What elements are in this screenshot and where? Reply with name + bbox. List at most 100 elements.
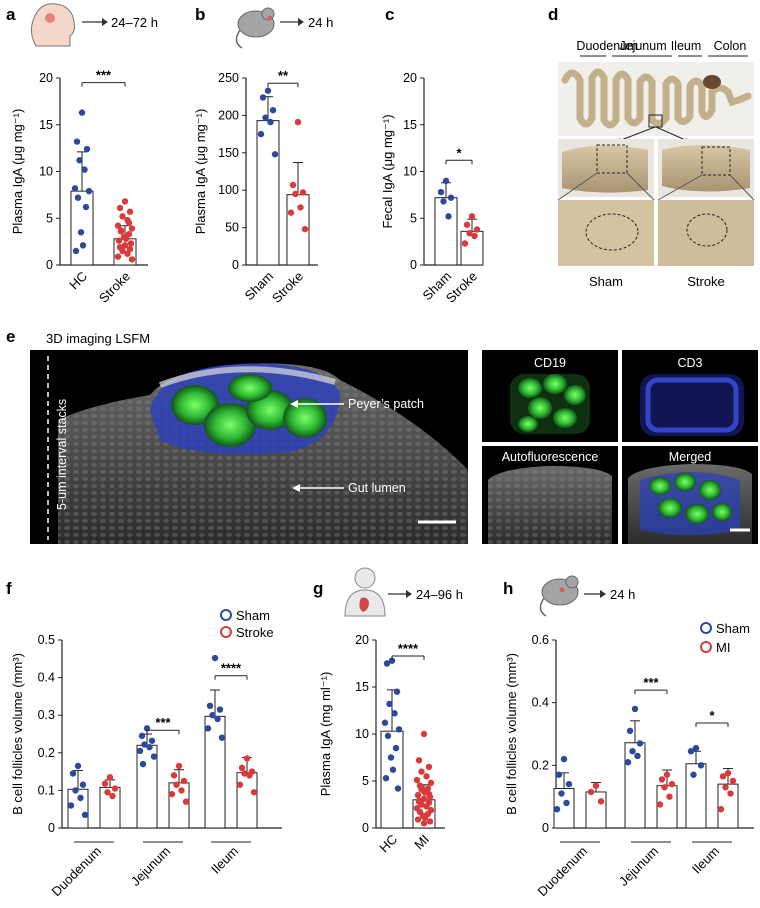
y-tick-label: 100: [218, 183, 239, 197]
arrow-icon: [388, 590, 412, 598]
data-point: [597, 798, 605, 805]
panel-letter-c: c: [385, 5, 394, 24]
data-point: [106, 774, 114, 781]
data-point: [173, 781, 180, 788]
chart-a: 0 5 10 15 20 Plasma IgA (μg mg⁻¹) HC Stroke ***: [10, 68, 148, 306]
label-sham: Sham: [589, 274, 623, 289]
data-point: [138, 732, 146, 740]
data-point: [389, 766, 397, 773]
data-point: [421, 814, 429, 821]
data-point: [267, 118, 274, 126]
data-point: [423, 803, 430, 810]
data-point: [555, 771, 563, 778]
data-point: [629, 748, 636, 755]
data-point: [717, 806, 725, 813]
data-point: [128, 225, 136, 232]
data-point: [727, 790, 734, 797]
y-tick-label: 0.2: [532, 758, 549, 772]
data-point: [126, 245, 134, 253]
segment-ileum: Ileum: [671, 39, 702, 53]
y-tick-label: 20: [355, 633, 369, 647]
data-point: [264, 87, 272, 94]
data-point: [414, 816, 422, 823]
bar: [585, 791, 607, 829]
y-tick-label: 0.5: [38, 633, 55, 647]
x-tick-label: HC: [66, 269, 90, 293]
data-point: [67, 802, 75, 809]
data-point: [115, 237, 123, 244]
data-point: [382, 774, 390, 782]
y-tick-label: 0: [410, 258, 417, 272]
data-point: [257, 130, 265, 138]
x-tick-label: MI: [411, 832, 432, 853]
data-point: [204, 725, 212, 732]
panel-letter-d: d: [548, 5, 558, 24]
data-point: [121, 242, 129, 249]
panel-letter-g: g: [313, 579, 323, 598]
data-point: [418, 786, 425, 793]
data-point: [692, 744, 700, 752]
data-point: [269, 106, 277, 114]
data-point: [663, 771, 671, 778]
data-point: [209, 712, 216, 719]
data-point: [124, 250, 131, 257]
significance-label: ***: [96, 68, 112, 83]
data-point: [437, 188, 445, 196]
data-point: [71, 185, 79, 192]
data-point: [587, 788, 595, 796]
chart-h: 0 0.2 0.4 0.6 B cell follicles volume (mm³) D…: [504, 633, 754, 899]
panel-d: Duodenum Jejunum Ileum Colon Sham Stroke: [557, 39, 755, 289]
data-point: [168, 790, 176, 798]
data-point: [214, 715, 221, 723]
x-tick-label: Jejunum: [616, 844, 661, 889]
mouse-icon: [539, 575, 579, 617]
data-point: [79, 781, 87, 788]
data-point: [634, 752, 641, 760]
header-b: 24 h: [308, 15, 333, 30]
significance-label: ***: [643, 675, 659, 690]
y-tick-label: 0: [542, 821, 549, 835]
data-point: [127, 240, 135, 247]
data-point: [690, 771, 697, 778]
data-point: [394, 785, 402, 792]
data-point: [141, 741, 148, 748]
human-torso-icon: [344, 567, 386, 617]
chart-g: 0 5 10 15 20 Plasma IgA (mg ml⁻¹) HC MI ****: [318, 633, 445, 855]
panel-letter-a: a: [6, 5, 16, 24]
data-point: [250, 789, 258, 796]
header-h: 24 h: [610, 587, 635, 602]
data-point: [624, 759, 632, 766]
data-point: [661, 784, 668, 791]
stroke-zoom-photo: [658, 200, 754, 266]
data-point: [76, 157, 83, 164]
data-point: [119, 247, 126, 255]
data-point: [468, 213, 476, 220]
label-stroke: Stroke: [687, 274, 725, 289]
data-point: [206, 702, 214, 709]
y-tick-label: 200: [218, 108, 239, 122]
data-point: [383, 660, 391, 667]
y-tick-label: 0: [48, 821, 55, 835]
data-point: [238, 764, 246, 772]
arrow-icon: [584, 590, 606, 598]
data-point: [668, 780, 676, 788]
data-point: [150, 753, 158, 760]
data-point: [119, 213, 126, 220]
data-point: [414, 791, 422, 799]
gut-lumen-label: Gut lumen: [348, 481, 406, 495]
data-point: [259, 94, 267, 101]
sham-zoom-photo: [558, 200, 654, 266]
y-tick-label: 0.4: [532, 696, 549, 710]
data-point: [425, 763, 433, 771]
y-tick-label: 5: [46, 211, 53, 225]
data-point: [211, 654, 219, 662]
panel-e: 3D imaging LSFM 5-um interval stacks Pey…: [30, 331, 758, 544]
data-point: [427, 779, 435, 787]
data-point: [243, 755, 251, 762]
bar: [434, 197, 458, 266]
data-point: [560, 755, 568, 763]
autofluorescence-label: Autofluorescence: [502, 450, 599, 464]
data-point: [631, 705, 639, 713]
data-point: [109, 792, 116, 800]
